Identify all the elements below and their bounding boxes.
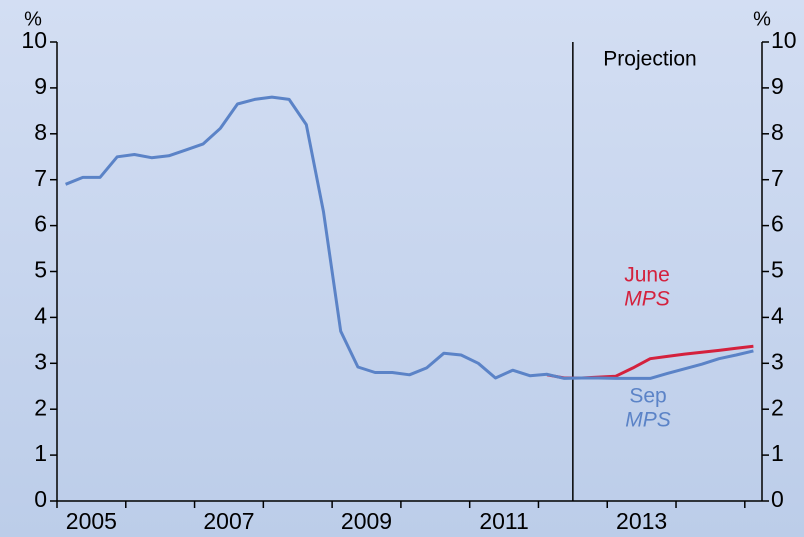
y-tick-label: 0 [34,486,47,512]
y-tick-label: 9 [34,73,47,99]
projection-label: Projection [603,48,696,71]
y2-tick-label: 7 [771,165,784,191]
y2-tick-label: 8 [771,119,784,145]
y-tick-label: 6 [34,211,47,237]
y-tick-label: 4 [34,302,47,328]
line-sep [65,95,754,380]
series-sublabel: MPS [624,288,670,311]
x-tick-label: 2013 [616,508,667,534]
y2-tick-label: 0 [771,486,784,512]
x-tick-label: 2009 [341,508,392,534]
y-tick-label: 2 [34,394,47,420]
y-tick-label: 3 [34,348,47,374]
x-tick-label: 2011 [479,508,528,534]
y2-tick-label: 10 [771,27,797,53]
y-tick-label: 1 [34,440,47,466]
series-sublabel: MPS [625,409,671,432]
y2-tick-label: 2 [771,394,784,420]
series-label: June [624,264,670,287]
x-tick-label: 2007 [203,508,254,534]
y2-tick-label: 9 [771,73,784,99]
series-label: Sep [629,385,666,408]
y2-unit: % [753,8,771,30]
y-unit: % [24,8,42,30]
y-tick-label: 8 [34,119,47,145]
y-tick-label: 10 [21,27,47,53]
y2-tick-label: 1 [771,440,784,466]
y2-tick-label: 6 [771,211,784,237]
y-tick-label: 7 [34,165,47,191]
x-tick-label: 2005 [66,508,117,534]
y-tick-label: 5 [34,257,47,283]
y2-tick-label: 3 [771,348,784,374]
y2-tick-label: 4 [771,302,784,328]
y2-tick-label: 5 [771,257,784,283]
